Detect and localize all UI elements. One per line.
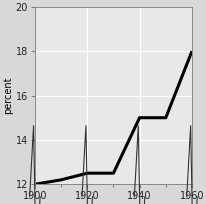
Y-axis label: percent: percent [3,77,13,114]
